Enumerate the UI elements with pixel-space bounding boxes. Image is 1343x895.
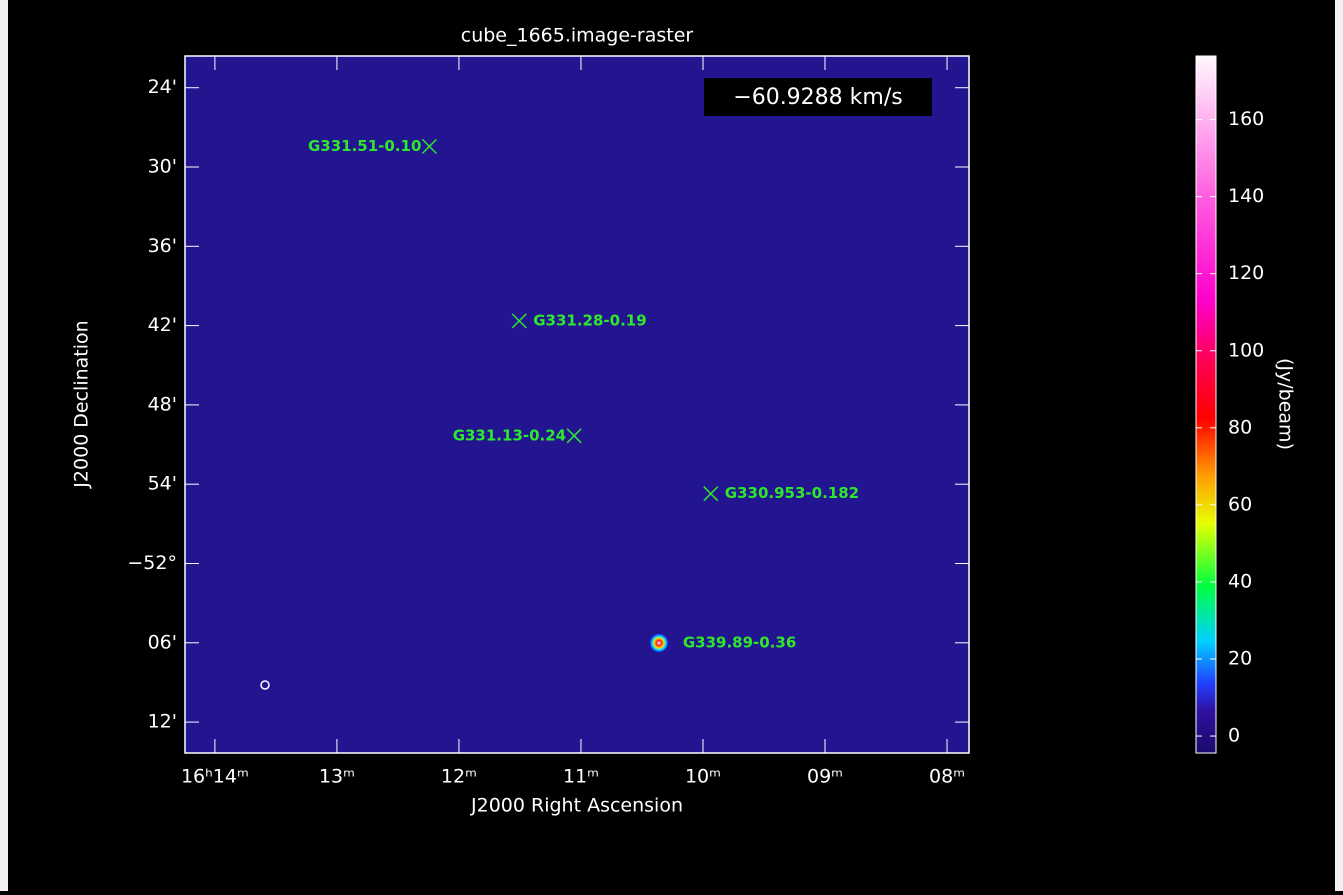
y-tick-label: 48' — [148, 393, 177, 415]
colorbar-tick-label: 120 — [1228, 262, 1264, 284]
y-axis-label: J2000 Declination — [71, 320, 93, 488]
window-edge — [0, 0, 8, 891]
x-axis-label: J2000 Right Ascension — [470, 795, 683, 817]
colorbar-tick-label: 40 — [1228, 570, 1252, 592]
x-tick-label: 11ᵐ — [563, 766, 599, 788]
colorbar-tick-label: 140 — [1228, 185, 1264, 207]
colorbar-tick-label: 80 — [1228, 416, 1252, 438]
chart-title: cube_1665.image-raster — [461, 25, 694, 47]
colorbar-tick-label: 20 — [1228, 647, 1252, 669]
y-tick-label: 06' — [148, 631, 177, 653]
x-tick-label: 12ᵐ — [441, 766, 477, 788]
x-tick-label: 13ᵐ — [319, 766, 355, 788]
x-tick-label: 08ᵐ — [929, 766, 965, 788]
annotation-label: G331.28-0.19 — [533, 311, 646, 329]
x-tick-label: 10ᵐ — [685, 766, 721, 788]
colorbar-tick-label: 100 — [1228, 339, 1264, 361]
y-tick-label: 24' — [148, 76, 177, 98]
annotation-label: G330.953-0.182 — [725, 484, 859, 502]
window-edge — [1335, 0, 1343, 891]
colorbar — [1196, 56, 1216, 753]
y-tick-label: −52° — [127, 552, 177, 574]
x-tick-label: 09ᵐ — [807, 766, 843, 788]
y-tick-label: 42' — [148, 314, 177, 336]
annotation-label: G339.89-0.36 — [683, 633, 796, 651]
chart: −60.9288 km/s cube_1665.image-raster J20… — [0, 0, 1343, 891]
colorbar-tick-label: 160 — [1228, 108, 1264, 130]
annotation-label: G331.13-0.24 — [453, 426, 566, 444]
page: −60.9288 km/s cube_1665.image-raster J20… — [0, 0, 1343, 891]
annotation-label: G331.51-0.10 — [308, 137, 421, 155]
colorbar-label: (Jy/beam) — [1275, 358, 1297, 450]
overlay-text: −60.9288 km/s — [733, 85, 902, 110]
colorbar-tick-label: 0 — [1228, 725, 1240, 747]
colorbar-tick-label: 60 — [1228, 493, 1252, 515]
y-tick-label: 30' — [148, 156, 177, 178]
raster-image — [185, 56, 969, 753]
source-emission — [650, 634, 668, 652]
y-tick-label: 12' — [148, 711, 177, 733]
y-tick-label: 36' — [148, 235, 177, 257]
x-tick-label: 16ʰ14ᵐ — [181, 766, 249, 788]
y-tick-label: 54' — [148, 473, 177, 495]
